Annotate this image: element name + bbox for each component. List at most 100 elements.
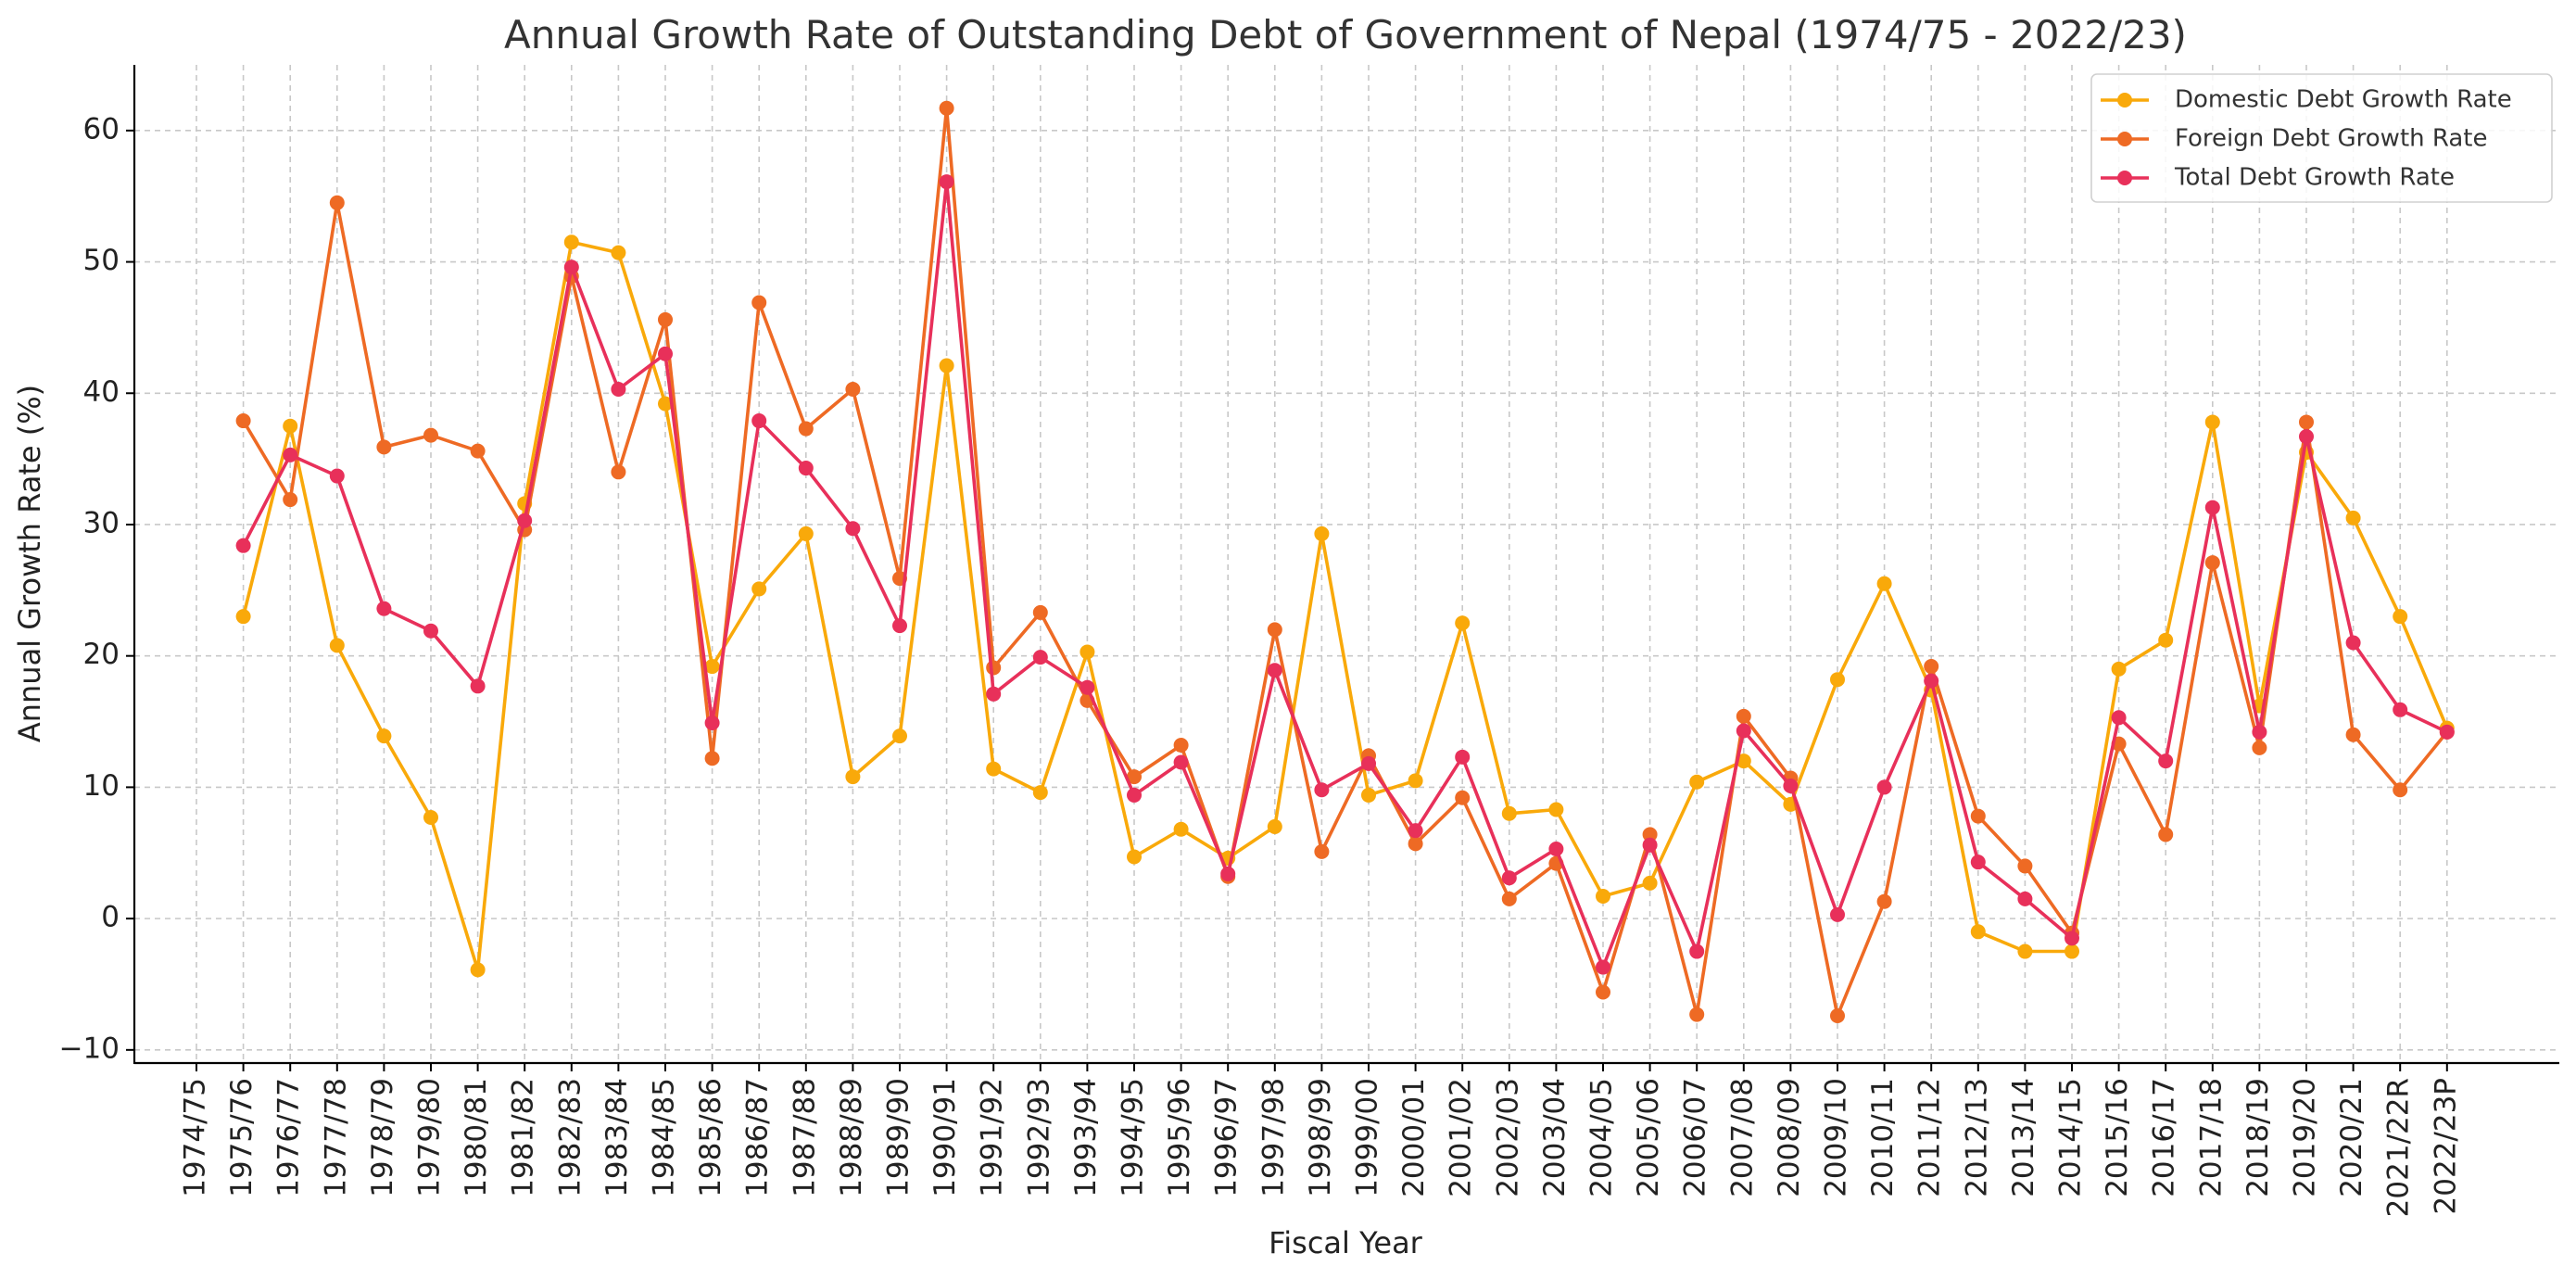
x-axis-label: Fiscal Year — [1269, 1225, 1423, 1260]
legend-label: Total Debt Growth Rate — [2174, 164, 2455, 192]
data-point — [1408, 823, 1423, 839]
data-point — [1548, 802, 1564, 817]
data-point — [798, 421, 814, 437]
data-point — [283, 492, 298, 508]
data-point — [2204, 555, 2220, 571]
data-point — [2204, 500, 2220, 515]
data-point — [1455, 615, 1471, 631]
y-tick-label: 20 — [83, 638, 120, 671]
legend-box — [2090, 73, 2553, 203]
grid-lines — [134, 65, 2559, 1063]
series-line — [242, 180, 2448, 969]
data-point — [423, 623, 438, 639]
data-point — [986, 660, 1002, 676]
x-tick-label: 1975/76 — [225, 1078, 259, 1197]
data-point — [2017, 891, 2033, 906]
x-tick-label: 2022/23P — [2429, 1078, 2462, 1214]
x-tick-label: 1988/89 — [835, 1078, 868, 1197]
data-point — [1970, 808, 1986, 824]
x-tick-label: 2015/16 — [2101, 1078, 2134, 1197]
data-point — [517, 513, 533, 528]
data-point — [235, 413, 251, 429]
legend-label: Domestic Debt Growth Rate — [2175, 86, 2512, 114]
data-point — [2345, 635, 2361, 651]
data-point — [1127, 849, 1142, 865]
x-tick-label: 2002/03 — [1491, 1078, 1524, 1197]
data-point — [2252, 740, 2267, 755]
data-point — [704, 751, 720, 766]
data-point — [2393, 782, 2408, 798]
data-point — [939, 100, 954, 116]
data-point — [704, 715, 720, 730]
y-tick-label: 60 — [83, 112, 120, 146]
x-tick-label: 1993/94 — [1069, 1078, 1103, 1197]
data-point — [1642, 837, 1658, 853]
x-tick-label: 1999/00 — [1351, 1078, 1384, 1197]
data-point — [235, 609, 251, 625]
data-point — [470, 443, 486, 459]
data-point — [423, 427, 438, 443]
data-point — [1689, 774, 1705, 790]
x-tick-label: 2005/06 — [1632, 1078, 1665, 1197]
data-point — [845, 382, 861, 398]
data-point — [1173, 738, 1189, 753]
x-tick-label: 2017/18 — [2194, 1078, 2228, 1197]
data-point — [1783, 778, 1799, 793]
data-point — [283, 418, 298, 434]
data-point — [1267, 818, 1282, 834]
data-point — [376, 728, 392, 744]
data-point — [1596, 984, 1610, 1000]
data-point — [2345, 727, 2361, 742]
data-point — [611, 245, 626, 260]
x-tick-label: 1995/96 — [1163, 1078, 1196, 1197]
data-point — [1642, 875, 1658, 891]
x-tick-label: 2019/20 — [2289, 1078, 2322, 1197]
data-point — [1032, 785, 1048, 801]
data-point — [1080, 679, 1095, 695]
data-point — [1455, 790, 1471, 805]
data-point — [329, 468, 345, 484]
x-tick-label: 2006/07 — [1679, 1078, 1712, 1197]
x-tick-label: 1990/91 — [928, 1078, 962, 1197]
data-point — [283, 447, 298, 462]
data-point — [2017, 943, 2033, 959]
data-point — [1736, 708, 1751, 724]
data-point — [2299, 414, 2314, 430]
data-point — [1361, 787, 1376, 803]
data-point — [1267, 663, 1282, 678]
y-tick-label: 30 — [83, 506, 120, 539]
data-point — [2158, 753, 2174, 769]
x-tick-label: 2004/05 — [1585, 1078, 1619, 1197]
data-point — [1924, 659, 1939, 675]
data-point — [892, 728, 907, 744]
legend-swatch-marker — [2117, 93, 2132, 108]
x-tick-label: 1979/80 — [413, 1078, 447, 1197]
data-point — [1689, 943, 1705, 959]
tick-labels: 1974/75 1975/76 1976/77 1977/78 1978/79 1979/… — [59, 112, 2463, 1217]
data-point — [470, 678, 486, 694]
data-point — [1689, 1007, 1705, 1022]
x-tick-label: 1986/87 — [741, 1078, 775, 1197]
data-point — [2158, 827, 2174, 842]
x-tick-label: 2012/13 — [1960, 1078, 1993, 1197]
x-tick-label: 2018/19 — [2241, 1078, 2275, 1197]
data-point — [1876, 576, 1892, 591]
data-point — [1830, 672, 1845, 688]
series-1 — [235, 234, 2455, 978]
x-tick-label: 1985/86 — [694, 1078, 727, 1197]
series-line — [241, 240, 2449, 972]
data-point — [423, 810, 438, 826]
series-3 — [235, 174, 2455, 975]
legend: Domestic Debt Growth Rate Foreign Debt Gr… — [2090, 73, 2553, 203]
data-point — [751, 413, 767, 429]
data-point — [1876, 779, 1892, 795]
data-point — [892, 618, 907, 634]
x-tick-label: 2013/14 — [2007, 1078, 2040, 1197]
data-point — [1970, 855, 1986, 870]
y-axis-label: Annual Growth Rate (%) — [12, 385, 47, 742]
data-point — [611, 464, 626, 480]
data-point — [1408, 836, 1423, 852]
data-point — [986, 686, 1002, 702]
data-point — [1736, 723, 1751, 739]
x-tick-label: 1998/99 — [1304, 1078, 1337, 1197]
